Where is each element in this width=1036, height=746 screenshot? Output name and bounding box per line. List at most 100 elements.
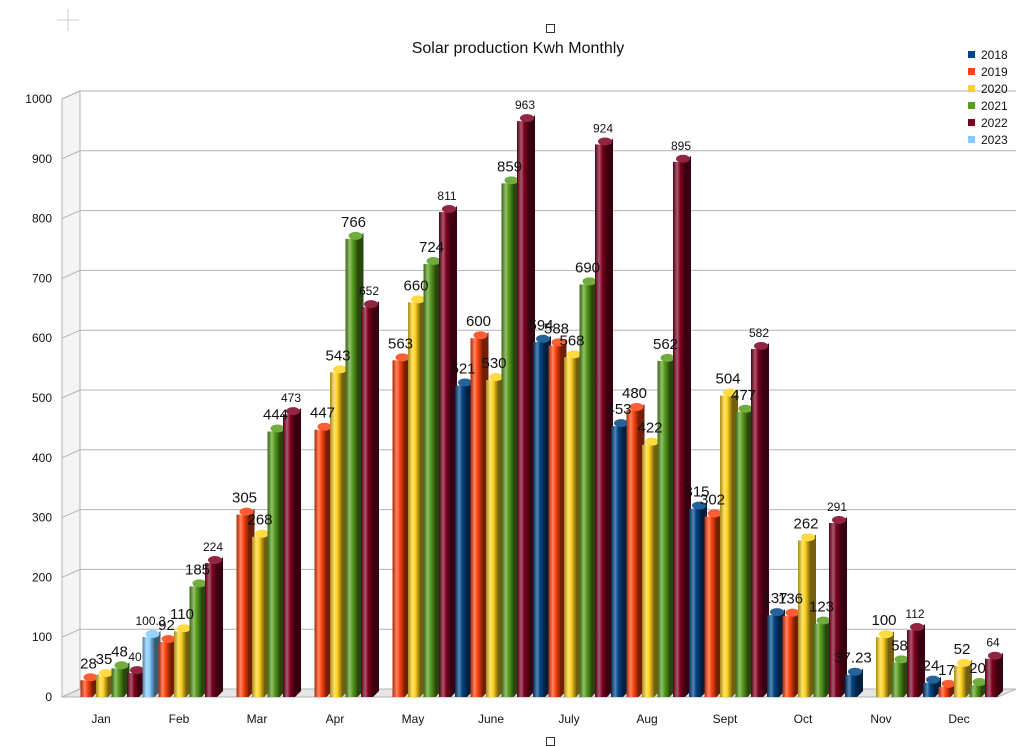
bar	[720, 388, 738, 697]
data-label: 100.3	[135, 614, 165, 628]
y-tick-label: 100	[32, 630, 52, 644]
data-label: 453	[606, 401, 631, 418]
data-label: 521	[450, 360, 475, 377]
gridline	[61, 389, 1016, 399]
bar	[548, 338, 567, 697]
gridline	[61, 150, 1016, 160]
data-label: 562	[653, 336, 678, 353]
data-label: 504	[715, 371, 740, 388]
y-tick-label: 800	[32, 212, 52, 226]
data-label: 35	[96, 651, 113, 668]
data-label: 582	[749, 326, 769, 340]
y-tick-label: 300	[32, 511, 52, 525]
legend-label: 2019	[981, 64, 1008, 79]
data-label: 963	[515, 98, 535, 112]
bar	[142, 630, 161, 697]
data-label: 480	[622, 385, 647, 402]
y-tick-label: 500	[32, 391, 52, 405]
bar	[252, 529, 270, 697]
data-label: 110	[170, 606, 194, 623]
gridline	[61, 210, 1016, 220]
selection-handle-top[interactable]	[546, 24, 555, 33]
legend-item: 2019	[968, 63, 1008, 80]
bar	[704, 509, 723, 697]
legend-swatch	[968, 119, 975, 126]
bar	[345, 231, 364, 697]
data-label: 315	[684, 484, 709, 501]
bar	[423, 257, 442, 697]
legend-item: 2020	[968, 80, 1008, 97]
bar	[189, 579, 208, 697]
data-label: 28	[80, 655, 97, 672]
legend-item: 2023	[968, 131, 1008, 148]
bar	[611, 419, 629, 697]
data-label: 291	[827, 500, 847, 514]
data-label: 924	[593, 121, 613, 135]
y-tick-label: 600	[32, 331, 52, 345]
x-tick-label: Sept	[713, 712, 738, 726]
x-tick-label: Oct	[794, 712, 813, 726]
bar	[283, 407, 301, 697]
bar	[470, 331, 489, 697]
bar	[985, 651, 1003, 697]
bar	[236, 507, 255, 697]
data-label: 92	[158, 617, 175, 634]
bar	[455, 378, 473, 697]
data-label: 811	[437, 189, 456, 203]
data-label: 652	[359, 284, 379, 298]
legend-swatch	[968, 51, 975, 58]
bar	[127, 666, 145, 697]
bar	[626, 402, 645, 697]
legend-item: 2021	[968, 97, 1008, 114]
y-tick-label: 200	[32, 570, 52, 584]
data-label: 20	[969, 660, 986, 677]
data-label: 895	[671, 139, 691, 153]
bar	[845, 667, 863, 697]
x-tick-label: Apr	[326, 712, 345, 726]
data-label: 64	[986, 636, 1000, 650]
data-label: 112	[905, 607, 924, 621]
gridline	[61, 449, 1016, 459]
gridline	[61, 329, 1016, 339]
data-label: 224	[203, 540, 223, 554]
crosshair-mark	[57, 9, 79, 36]
data-label: 444	[263, 406, 288, 423]
bar	[891, 655, 910, 697]
bar	[767, 608, 785, 697]
data-label: 262	[793, 515, 818, 532]
x-tick-label: May	[402, 712, 425, 726]
x-tick-label: June	[478, 712, 504, 726]
bar	[751, 341, 769, 697]
bar	[205, 556, 223, 697]
data-label: 40	[128, 650, 142, 664]
bar	[735, 404, 754, 697]
data-label: 24	[923, 658, 940, 675]
bar	[158, 634, 177, 697]
legend-item: 2022	[968, 114, 1008, 131]
x-tick-label: July	[558, 712, 579, 726]
y-tick-label: 0	[45, 690, 52, 704]
legend: 2018 2019 2020 2021 2022 2023	[968, 46, 1008, 148]
bar	[174, 624, 192, 697]
legend-label: 2022	[981, 115, 1008, 130]
bar	[267, 424, 286, 697]
bar	[439, 205, 457, 697]
data-label: 422	[637, 420, 662, 437]
bar	[408, 295, 426, 697]
x-tick-label: Aug	[636, 712, 657, 726]
bar	[96, 669, 114, 697]
data-label: 477	[731, 387, 756, 404]
data-label: 600	[466, 313, 491, 330]
data-label: 185	[185, 561, 210, 578]
data-label: 660	[403, 277, 428, 294]
x-tick-label: Jan	[91, 712, 110, 726]
bar	[657, 353, 676, 697]
bar	[829, 515, 847, 697]
chart-title: Solar production Kwh Monthly	[411, 40, 625, 57]
x-tick-label: Feb	[169, 712, 190, 726]
data-label: 37.23	[834, 650, 872, 667]
legend-label: 2023	[981, 132, 1008, 147]
legend-label: 2021	[981, 98, 1008, 113]
